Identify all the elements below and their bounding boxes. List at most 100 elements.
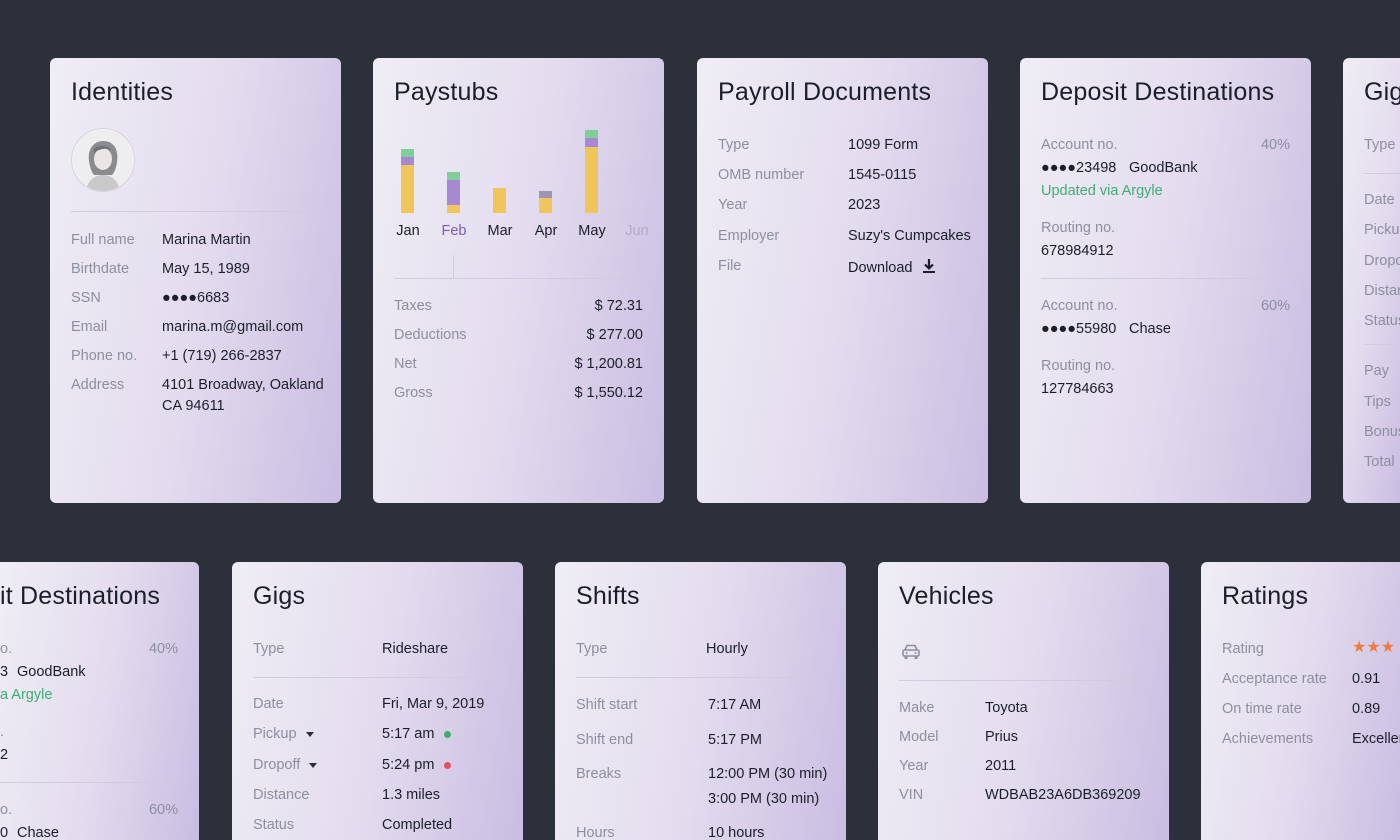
bank-name: Chase: [1129, 321, 1171, 337]
field-label: Email: [71, 319, 108, 335]
month-label[interactable]: Jun: [625, 223, 649, 239]
deposit-destinations-card-partial: it Destinations o. 40% 3 GoodBank a Argy…: [0, 562, 199, 840]
field-row: Date: [1364, 192, 1395, 212]
field-label: Distar: [1364, 283, 1400, 299]
dropoff-time: 5:24 pm: [382, 757, 435, 773]
deposit-destinations-card: Deposit Destinations Account no. 40% ●●●…: [1020, 58, 1311, 503]
field-label: Acceptance rate: [1222, 671, 1327, 687]
field-value: 5:24 pm: [382, 757, 452, 773]
field-label: Status: [1364, 313, 1400, 329]
field-row: Rating ★★★: [1222, 639, 1400, 661]
allocation-percent: 40%: [1260, 137, 1290, 153]
card-title: Gig: [1364, 78, 1400, 106]
download-icon: [922, 259, 935, 273]
field-label: Birthdate: [71, 261, 130, 277]
card-title: Identities: [71, 78, 174, 106]
field-row: Distar: [1364, 283, 1400, 303]
field-value: +1 (719) 266-2837: [162, 348, 282, 364]
update-note: Updated via Argyle: [1041, 183, 1163, 199]
car-icon: [902, 644, 920, 659]
field-row: Year 2023: [718, 197, 967, 217]
field-label: Year: [718, 197, 748, 213]
field-row: Date Fri, Mar 9, 2019: [253, 696, 502, 716]
field-label: Employer: [718, 228, 780, 244]
field-row: Tips: [1364, 394, 1391, 414]
status-dot-red: [444, 761, 452, 769]
routing-number: 127784663: [1041, 381, 1114, 397]
field-value-line2: CA 94611: [162, 398, 225, 414]
field-label: Shift end: [576, 732, 634, 748]
field-label: Type: [1364, 137, 1396, 153]
field-label: Hours: [576, 825, 615, 840]
card-title: Shifts: [576, 582, 640, 610]
bar-mar-yellow: [493, 188, 506, 213]
account-label: o.: [0, 802, 13, 818]
field-row: Employer Suzy's Cumpcakes: [718, 228, 971, 248]
download-label: Download: [848, 260, 913, 276]
field-value: 2023: [848, 197, 881, 213]
month-label-active[interactable]: Feb: [441, 223, 467, 239]
month-label[interactable]: Mar: [487, 223, 513, 239]
pay-row: Gross $ 1,550.12: [394, 385, 643, 405]
field-row: Dropo: [1364, 253, 1400, 273]
account-number: 0: [0, 825, 9, 840]
pay-amount: $ 277.00: [586, 327, 643, 343]
account-value: 3 GoodBank: [0, 664, 178, 684]
pay-label: Taxes: [394, 298, 432, 314]
routing-value-row: 127784663: [1041, 381, 1290, 401]
field-label: Picku: [1364, 222, 1400, 238]
field-value: 12:00 PM (30 min): [708, 766, 828, 782]
field-row: Achievements Exceller: [1222, 731, 1400, 751]
month-label[interactable]: Apr: [534, 223, 558, 239]
field-label: File: [718, 258, 742, 274]
account-number: ●●●●55980: [1041, 321, 1117, 337]
field-row: Make Toyota: [899, 700, 1148, 720]
account-label: Account no.: [1041, 298, 1118, 314]
field-label: Make: [899, 700, 935, 716]
ratings-card: Ratings Rating ★★★ Acceptance rate 0.91 …: [1201, 562, 1400, 840]
allocation-percent: 60%: [148, 802, 178, 818]
card-title: Payroll Documents: [718, 78, 932, 106]
month-label[interactable]: May: [578, 223, 606, 239]
field-label: Pay: [1364, 363, 1389, 379]
routing-header: Routing no.: [1041, 220, 1290, 240]
field-value: 0.89: [1352, 701, 1381, 717]
field-row: Total: [1364, 454, 1395, 474]
account-number: ●●●●23498: [1041, 160, 1117, 176]
month-label[interactable]: Jan: [396, 223, 420, 239]
field-value: ●●●●6683: [162, 290, 230, 306]
download-link[interactable]: Download: [848, 258, 936, 276]
caret-down-icon: [305, 731, 314, 737]
account-header: Account no. 40%: [1041, 137, 1290, 157]
field-row: Phone no. +1 (719) 266-2837: [71, 348, 320, 368]
field-label: Status: [253, 817, 295, 833]
pickup-dropdown[interactable]: Pickup: [253, 726, 314, 742]
field-label: SSN: [71, 290, 101, 306]
field-row: Model Prius: [899, 729, 1148, 749]
field-value: 1099 Form: [848, 137, 919, 153]
field-label: On time rate: [1222, 701, 1302, 717]
caret-down-icon: [309, 762, 318, 768]
field-value: Rideshare: [382, 641, 449, 657]
field-label: Full name: [71, 232, 135, 248]
field-row: Pay: [1364, 363, 1389, 383]
field-label: Phone no.: [71, 348, 138, 364]
bar-apr-yellow: [539, 198, 552, 213]
card-title: Gigs: [253, 582, 306, 610]
account-header: o. 40%: [0, 641, 178, 661]
field-row: Bonus: [1364, 424, 1400, 444]
card-title: Paystubs: [394, 78, 499, 106]
bar-feb-yellow: [447, 205, 460, 213]
field-label: Pickup: [253, 726, 297, 742]
field-value: Exceller: [1352, 731, 1400, 747]
dropoff-dropdown[interactable]: Dropoff: [253, 757, 318, 773]
field-label: Type: [253, 641, 285, 657]
field-row: Year 2011: [899, 758, 1148, 778]
field-row: Picku: [1364, 222, 1399, 242]
field-row: Birthdate May 15, 1989: [71, 261, 320, 281]
field-row: Status Completed: [253, 817, 502, 837]
gigs-card: Gigs Type Rideshare Date Fri, Mar 9, 201…: [232, 562, 523, 840]
field-value: 5:17 PM: [708, 732, 762, 748]
field-row: Full name Marina Martin: [71, 232, 320, 252]
field-value: 10 hours: [708, 825, 765, 840]
